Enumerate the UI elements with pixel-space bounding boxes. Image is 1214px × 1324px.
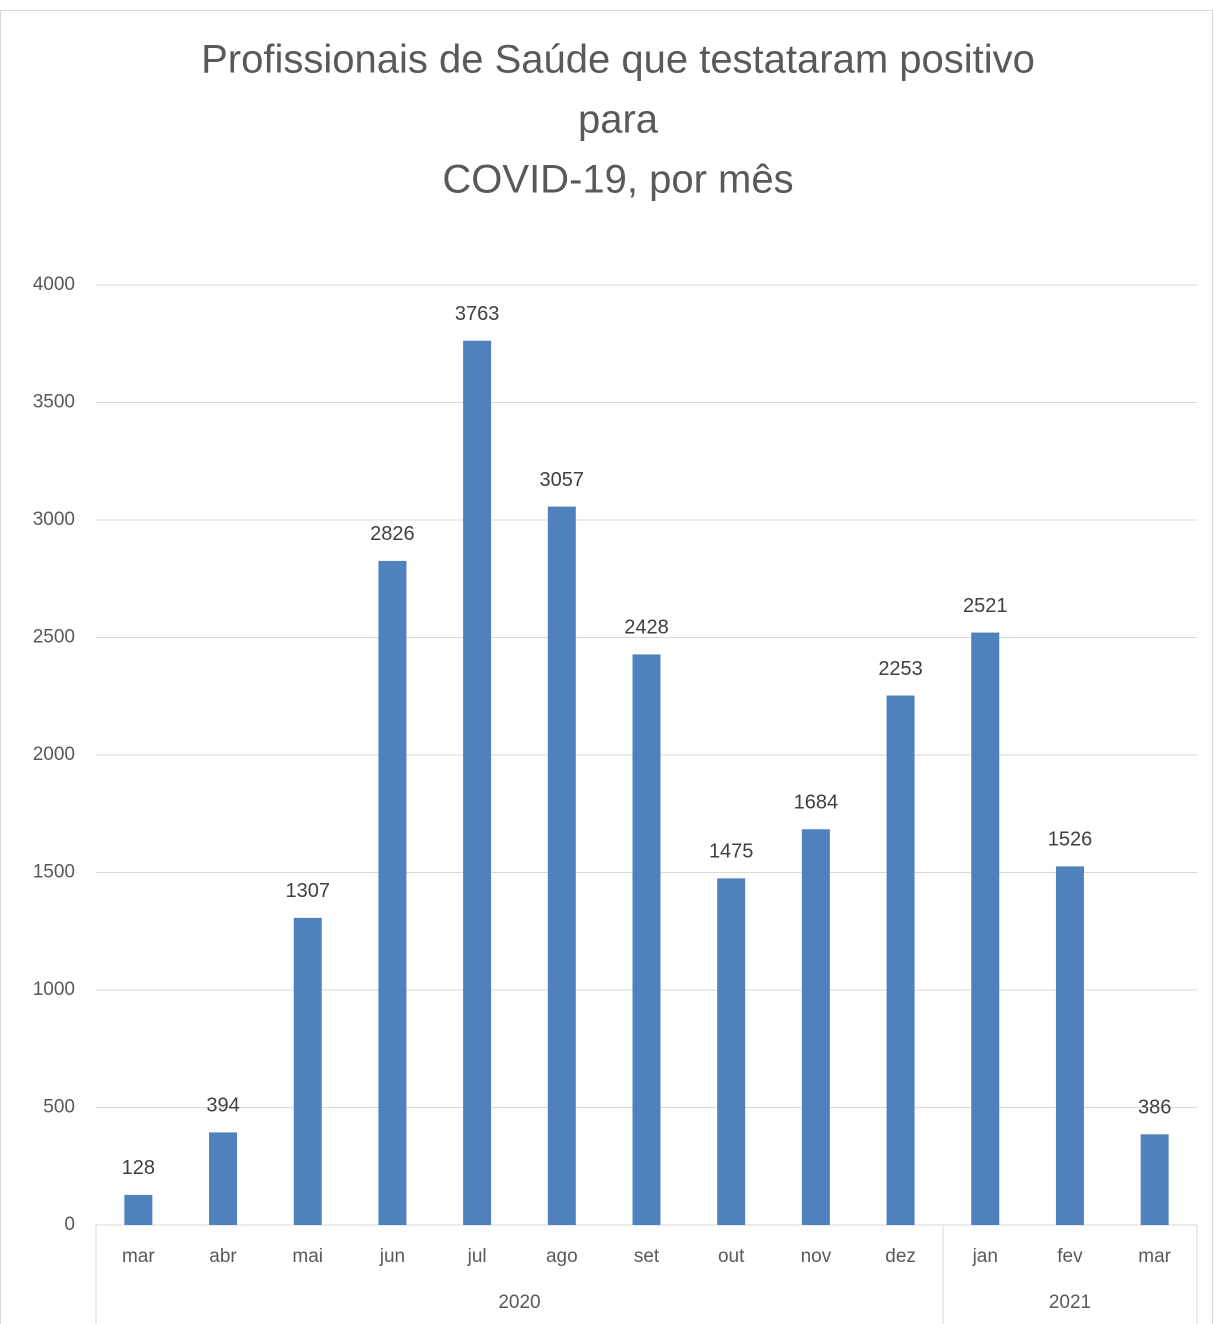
data-label: 1684 — [794, 792, 839, 814]
x-group-label: 2021 — [1049, 1292, 1091, 1313]
data-label: 394 — [206, 1095, 239, 1117]
data-label: 2521 — [963, 595, 1008, 617]
x-tick-label: abr — [209, 1246, 237, 1267]
x-group-label: 2020 — [498, 1292, 540, 1313]
data-label: 3057 — [540, 469, 585, 491]
x-tick-label: ago — [546, 1246, 578, 1267]
bar — [124, 1194, 153, 1225]
x-tick-label: dez — [885, 1246, 916, 1267]
y-tick-label: 4000 — [33, 274, 75, 295]
bar — [1140, 1134, 1169, 1225]
data-label: 3763 — [455, 303, 500, 325]
bar — [378, 560, 407, 1225]
bar — [547, 506, 576, 1226]
data-label: 128 — [122, 1157, 155, 1179]
chart-title: Profissionais de Saúde que testataram po… — [201, 38, 1035, 82]
data-label: 2253 — [878, 658, 923, 680]
y-tick-label: 0 — [64, 1214, 75, 1235]
x-tick-label: set — [634, 1246, 660, 1267]
bar — [886, 695, 915, 1225]
y-tick-label: 3000 — [33, 509, 75, 530]
bar — [971, 632, 1000, 1225]
x-tick-label: out — [718, 1246, 745, 1267]
data-label: 386 — [1138, 1097, 1171, 1119]
x-tick-label: jun — [379, 1246, 405, 1267]
bar — [717, 878, 746, 1225]
data-label: 1307 — [285, 880, 330, 902]
data-label: 1475 — [709, 841, 754, 863]
y-tick-label: 500 — [43, 1097, 75, 1118]
chart-title: COVID-19, por mês — [442, 158, 793, 202]
y-tick-label: 1500 — [33, 862, 75, 883]
x-tick-label: nov — [801, 1246, 832, 1267]
x-tick-label: mar — [1138, 1246, 1171, 1267]
x-tick-label: fev — [1057, 1246, 1083, 1267]
chart-border — [0, 10, 1213, 1324]
chart-title: para — [578, 98, 659, 142]
bar — [801, 829, 830, 1225]
y-tick-label: 3500 — [33, 392, 75, 413]
data-label: 2826 — [370, 523, 415, 545]
x-tick-label: mar — [122, 1246, 155, 1267]
bar — [293, 917, 322, 1225]
bar — [1055, 866, 1084, 1225]
x-tick-label: jul — [467, 1246, 487, 1267]
y-tick-label: 2500 — [33, 627, 75, 648]
bar — [632, 654, 661, 1225]
data-label: 2428 — [624, 617, 669, 639]
x-tick-label: jan — [972, 1246, 998, 1267]
bar — [209, 1132, 238, 1225]
bar — [463, 340, 492, 1225]
y-tick-label: 2000 — [33, 744, 75, 765]
x-tick-label: mai — [292, 1246, 323, 1267]
y-tick-label: 1000 — [33, 979, 75, 1000]
data-label: 1526 — [1048, 829, 1093, 851]
